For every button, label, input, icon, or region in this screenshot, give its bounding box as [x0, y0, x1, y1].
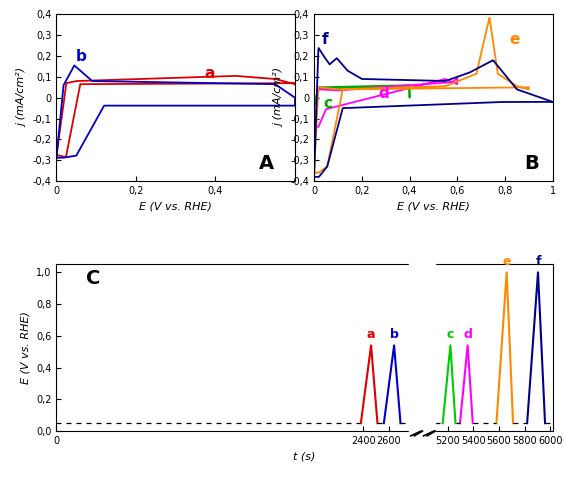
- Text: d: d: [463, 328, 472, 341]
- X-axis label: E (V vs. RHE): E (V vs. RHE): [397, 202, 470, 212]
- Text: c: c: [447, 328, 454, 341]
- Text: c: c: [324, 96, 333, 111]
- Text: f: f: [535, 254, 541, 268]
- Text: a: a: [367, 328, 375, 341]
- Text: e: e: [510, 33, 520, 47]
- Text: f: f: [321, 33, 328, 47]
- Text: B: B: [524, 154, 539, 173]
- Text: b: b: [76, 49, 86, 64]
- Y-axis label: j (mA/cm²): j (mA/cm²): [17, 68, 27, 127]
- Text: C: C: [86, 269, 100, 288]
- Text: e: e: [503, 254, 511, 268]
- Y-axis label: E (V vs. RHE): E (V vs. RHE): [20, 311, 30, 384]
- Text: d: d: [378, 86, 389, 101]
- Bar: [409, 249, 435, 439]
- Y-axis label: j (mA/cm²): j (mA/cm²): [275, 68, 285, 127]
- X-axis label: t (s): t (s): [293, 452, 316, 462]
- Text: A: A: [259, 154, 274, 173]
- Text: b: b: [390, 328, 399, 341]
- X-axis label: E (V vs. RHE): E (V vs. RHE): [139, 202, 212, 212]
- Text: a: a: [204, 66, 215, 81]
